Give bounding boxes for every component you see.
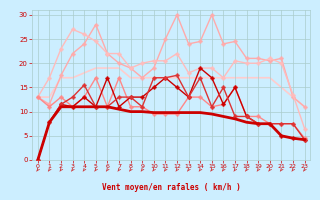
X-axis label: Vent moyen/en rafales ( km/h ): Vent moyen/en rafales ( km/h ) [102,183,241,192]
